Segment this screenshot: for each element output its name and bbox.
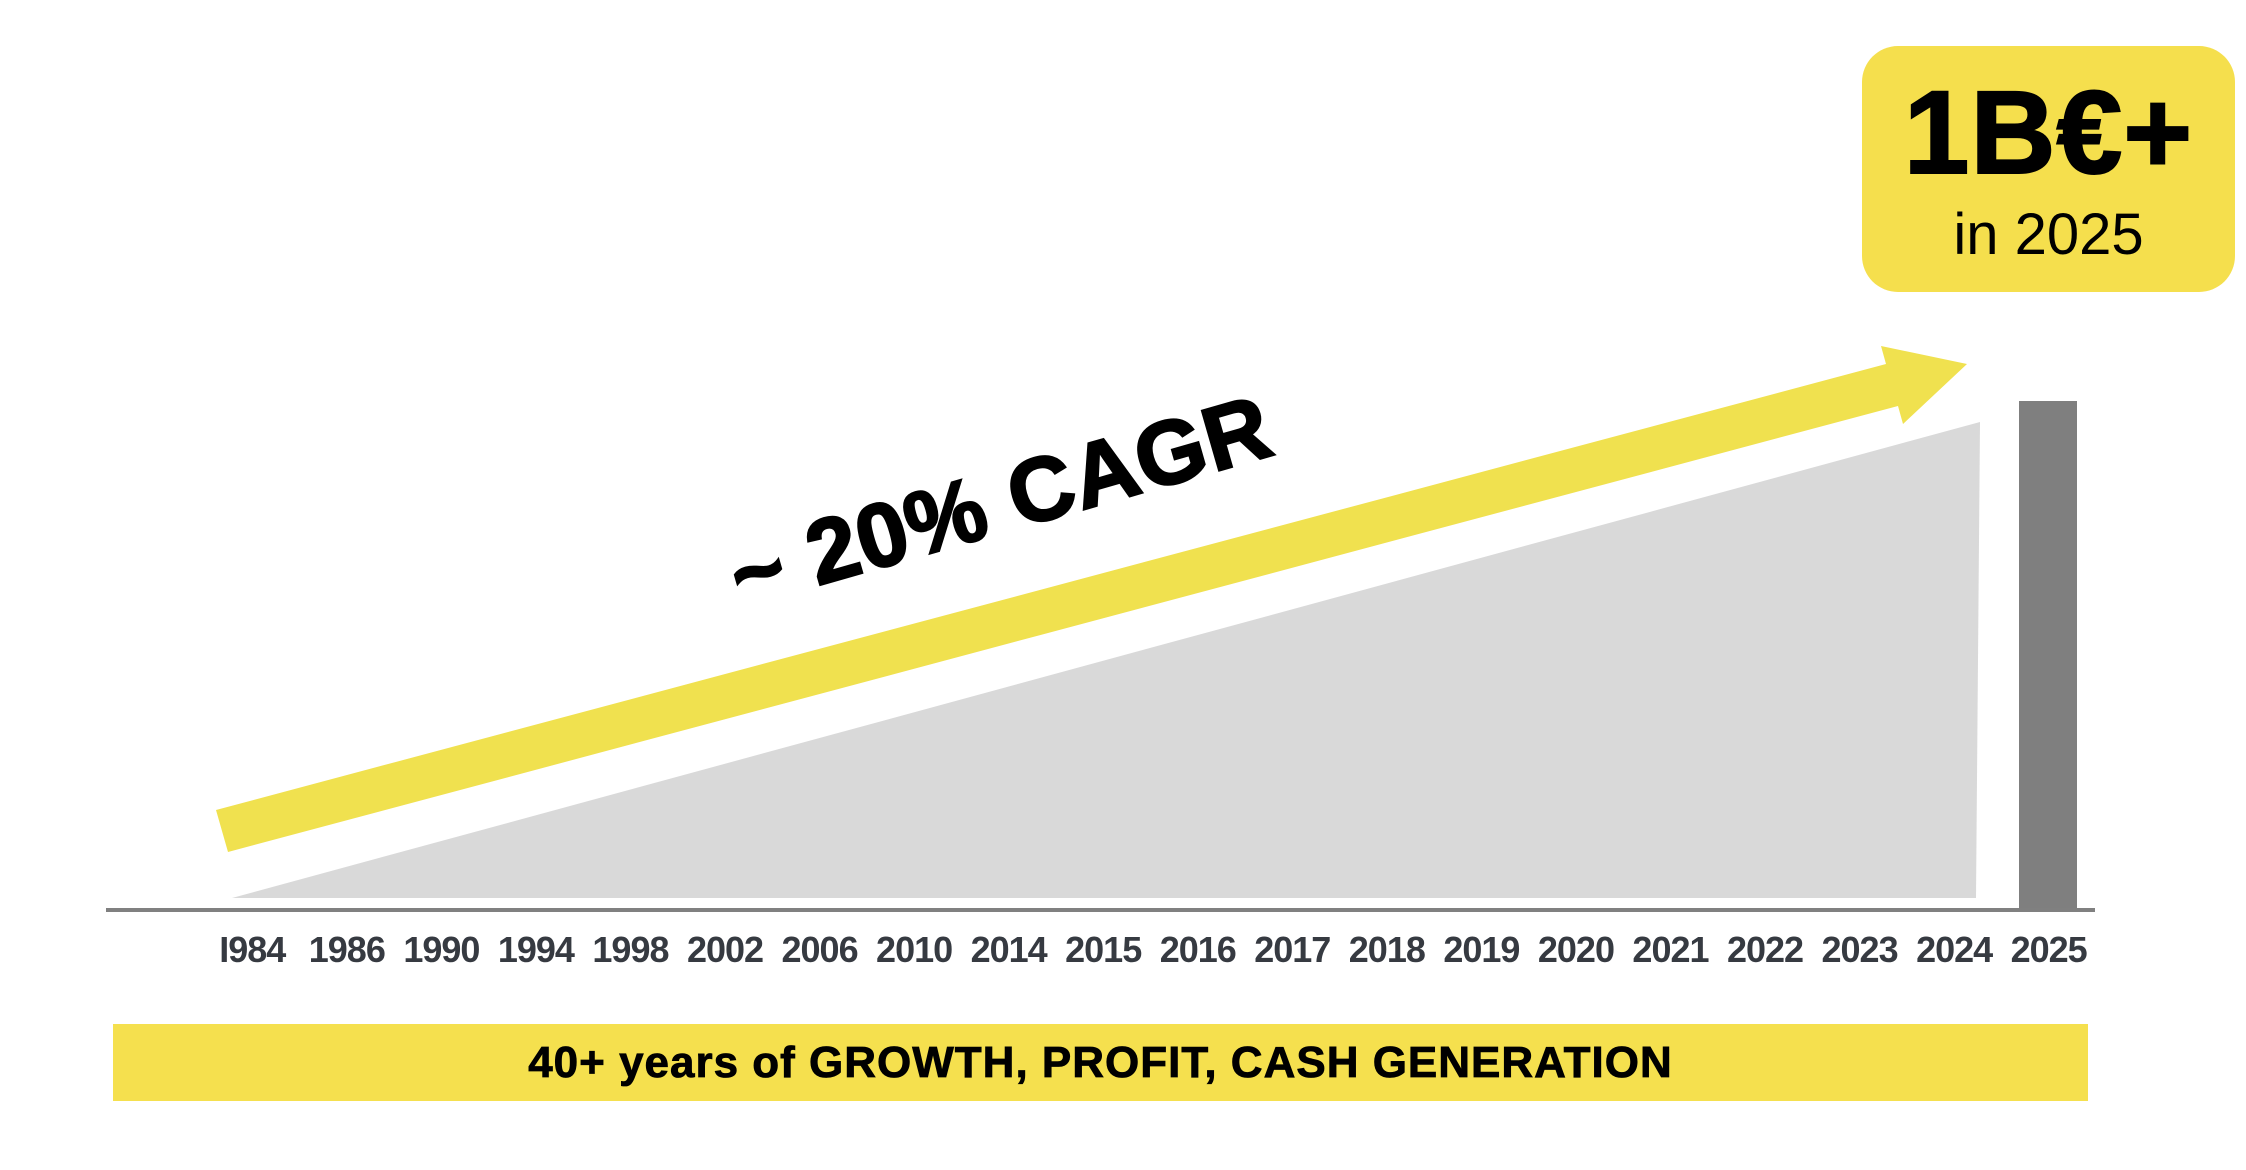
badge-subtitle: in 2025 — [1953, 202, 2144, 267]
x-axis-tick-label: 2023 — [1821, 929, 1899, 970]
footer-banner-text: 40+ years of GROWTH, PROFIT, CASH GENERA… — [528, 1037, 1673, 1087]
x-axis-tick-label: 2017 — [1254, 929, 1331, 970]
x-axis-tick-label: 2010 — [876, 929, 953, 970]
bar-2025-shape — [2019, 401, 2077, 908]
footer-banner: 40+ years of GROWTH, PROFIT, CASH GENERA… — [113, 1024, 2088, 1101]
badge-value: 1B€+ — [1903, 67, 2194, 199]
x-axis-tick-label: I984 — [219, 929, 286, 970]
growth-wedge-shape — [232, 422, 1980, 898]
x-axis-tick-label: 2016 — [1159, 929, 1237, 970]
x-axis-tick-label: 2015 — [1065, 929, 1142, 970]
x-axis-tick-label: 1986 — [308, 929, 386, 970]
x-axis-tick-label: 2018 — [1348, 929, 1426, 970]
x-axis-tick-label: 1990 — [403, 929, 480, 970]
x-axis-tick-label: 2006 — [781, 929, 859, 970]
highlight-badge: 1B€+ in 2025 — [1862, 46, 2235, 292]
trend-arrow — [216, 346, 1967, 852]
x-axis-tick-label: 2002 — [686, 929, 764, 970]
x-axis-tick-label: 2025 — [2010, 929, 2088, 970]
x-axis-tick-label: 2019 — [1443, 929, 1520, 970]
x-axis-tick-label: 1994 — [497, 929, 575, 970]
x-axis-labels: I984 1986 1990 1994 1998 2002 2006 2010 2014 2015… — [205, 929, 2096, 971]
x-axis-tick-label: 2014 — [970, 929, 1048, 970]
x-axis-tick-label: 2020 — [1537, 929, 1615, 970]
x-axis-tick-label: 2021 — [1632, 929, 1709, 970]
x-axis-tick-label: 2022 — [1726, 929, 1804, 970]
x-axis-tick-label: 1998 — [592, 929, 669, 970]
x-axis-line — [106, 908, 2095, 912]
x-axis-tick-label: 2024 — [1916, 929, 1993, 970]
